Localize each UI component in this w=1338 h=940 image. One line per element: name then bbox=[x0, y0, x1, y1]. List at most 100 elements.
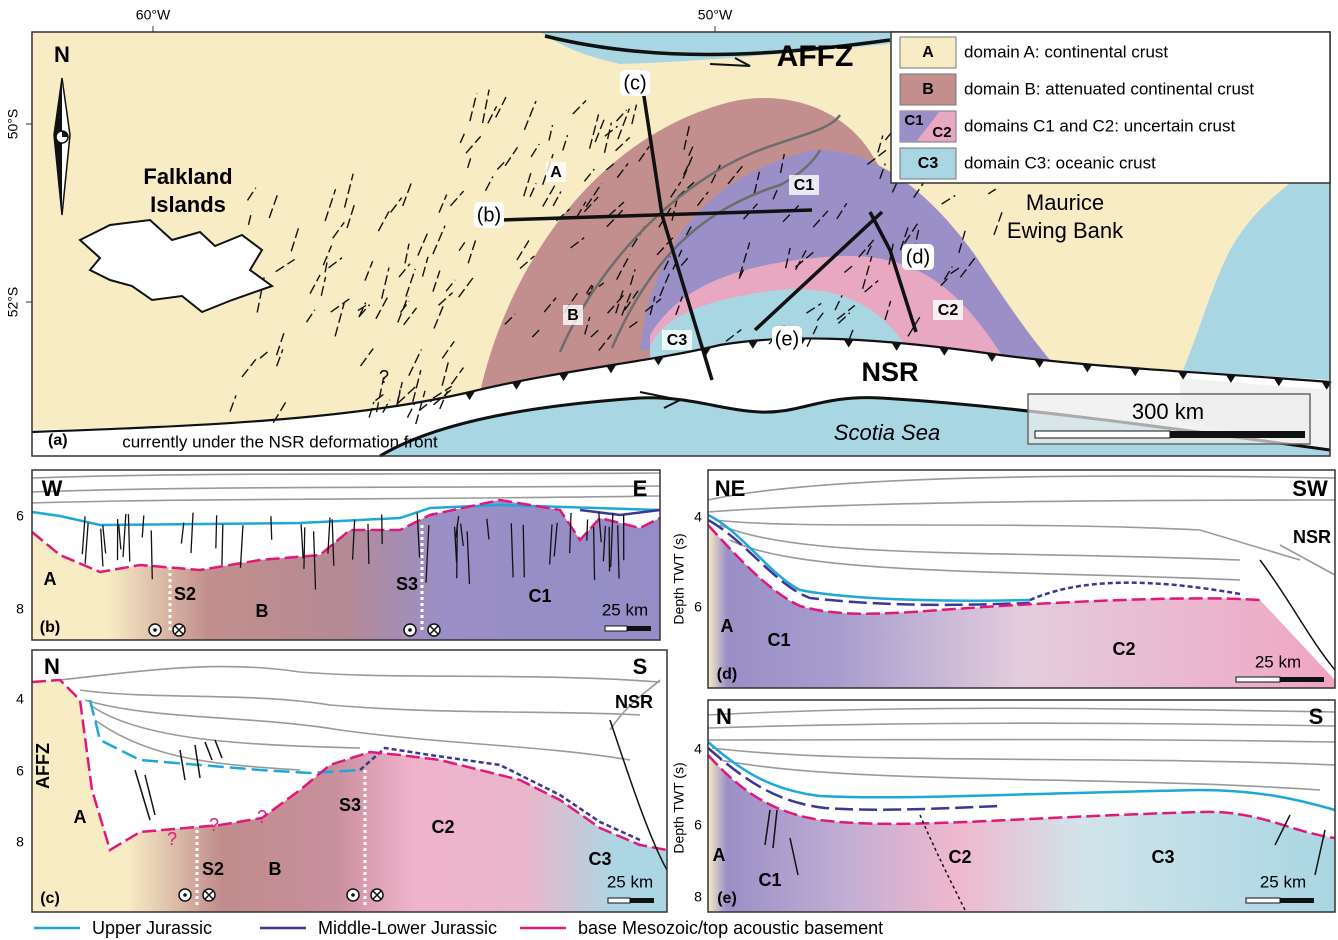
domain-label: A bbox=[721, 616, 734, 636]
depth-tick: 4 bbox=[16, 691, 24, 707]
depth-tick: 8 bbox=[16, 601, 24, 617]
horizon-legend: Upper Jurassic bbox=[92, 918, 212, 938]
panel-label: (a) bbox=[48, 432, 68, 449]
panel-label: (b) bbox=[40, 619, 60, 636]
shape bbox=[1280, 677, 1324, 682]
shape bbox=[608, 898, 630, 903]
site-label: S2 bbox=[174, 584, 196, 604]
scale-label: 25 km bbox=[607, 872, 653, 891]
legend-text: domain A: continental crust bbox=[964, 42, 1168, 61]
depth-tick: 8 bbox=[16, 834, 24, 850]
place-label: Ewing Bank bbox=[1007, 218, 1124, 243]
legend-key: C3 bbox=[918, 155, 939, 172]
domain-label: B bbox=[256, 601, 269, 621]
domain-label: C1 bbox=[767, 630, 790, 650]
fault-label: AFFZ bbox=[33, 743, 53, 789]
group: Upper Jurassic Middle-Lower Jurassic bas… bbox=[34, 918, 883, 938]
domain-label: B bbox=[269, 859, 282, 879]
question-mark: ? bbox=[257, 807, 267, 827]
depth-tick: 4 bbox=[694, 509, 702, 525]
site-label: S2 bbox=[202, 859, 224, 879]
legend-text: domain C3: oceanic crust bbox=[964, 153, 1156, 172]
longitude-label: 50°W bbox=[698, 7, 733, 23]
domain-label: C3 bbox=[1151, 847, 1174, 867]
place-label: Islands bbox=[150, 192, 226, 217]
ridge-label: NSR bbox=[861, 357, 918, 387]
panel-label: (d) bbox=[717, 666, 737, 683]
shape bbox=[1280, 898, 1314, 903]
longitude-label: 60°W bbox=[136, 7, 171, 23]
north-label: N bbox=[54, 42, 70, 67]
shape bbox=[1246, 898, 1280, 903]
legend-key: A bbox=[922, 44, 934, 61]
panel-label: (c) bbox=[40, 890, 60, 907]
site-label: S3 bbox=[339, 795, 361, 815]
group: A B C1 C2 C3 domain A: continental crust… bbox=[891, 32, 1330, 183]
section-end: SW bbox=[1292, 476, 1328, 501]
domain-label: C2 bbox=[948, 847, 971, 867]
profile-label: (c) bbox=[623, 72, 646, 94]
shape bbox=[587, 519, 588, 540]
legend-key: C2 bbox=[932, 124, 951, 141]
depth-tick: 8 bbox=[694, 889, 702, 905]
domain-label: C1 bbox=[758, 870, 781, 890]
group: N S 4 6 8 AFFZ A ? ? ? S2 B S3 C2 C3 NSR… bbox=[16, 650, 667, 912]
legend-key: C1 bbox=[904, 112, 923, 129]
section-end: N bbox=[44, 654, 60, 679]
domain-label: A bbox=[44, 569, 57, 589]
ridge-label: NSR bbox=[1293, 527, 1331, 547]
section-end: NE bbox=[715, 476, 746, 501]
panel-label: (e) bbox=[717, 890, 737, 907]
section-end: E bbox=[633, 476, 648, 501]
depth-tick: 6 bbox=[694, 599, 702, 615]
domain-label: B bbox=[567, 307, 579, 324]
ridge-label: NSR bbox=[615, 692, 653, 712]
domain-label: C2 bbox=[431, 817, 454, 837]
latitude-label: 50°S bbox=[5, 109, 21, 140]
domain-label: C3 bbox=[588, 849, 611, 869]
group: NE SW 4 6 Depth TWT (s) NSR A C1 C2 25 k… bbox=[671, 470, 1335, 688]
horizon-legend: Middle-Lower Jurassic bbox=[318, 918, 497, 938]
shape bbox=[627, 626, 651, 631]
scale-label: 300 km bbox=[1132, 399, 1204, 424]
scale-label: 25 km bbox=[1260, 872, 1306, 891]
shape bbox=[630, 898, 654, 903]
domain-label: C1 bbox=[794, 177, 815, 194]
group: N S 4 6 8 Depth TWT (s) A C1 C2 C3 25 km… bbox=[671, 700, 1335, 912]
profile-label: (b) bbox=[477, 204, 501, 226]
shape bbox=[351, 893, 355, 897]
latitude-label: 52°S bbox=[5, 287, 21, 318]
scale-label: 25 km bbox=[1255, 652, 1301, 671]
place-label: Falkland bbox=[143, 164, 232, 189]
domain-label: C1 bbox=[528, 586, 551, 606]
legend-text: domain B: attenuated continental crust bbox=[964, 79, 1254, 98]
shape bbox=[1035, 431, 1170, 438]
depth-tick: 6 bbox=[694, 817, 702, 833]
shape bbox=[605, 626, 627, 631]
fault-label: AFFZ bbox=[777, 40, 854, 73]
legend-key: B bbox=[922, 81, 934, 98]
shape bbox=[183, 893, 187, 897]
axis-title: Depth TWT (s) bbox=[671, 533, 687, 624]
shape bbox=[222, 524, 223, 565]
shape bbox=[1170, 431, 1305, 438]
page: {"map":{"panel":"(a)","longitudes":["60°… bbox=[0, 0, 1338, 940]
horizon-legend: base Mesozoic/top acoustic basement bbox=[578, 918, 883, 938]
legend-text: domains C1 and C2: uncertain crust bbox=[964, 116, 1235, 135]
domain-label: C3 bbox=[667, 332, 688, 349]
shape bbox=[408, 628, 412, 632]
scale-label: 25 km bbox=[602, 600, 648, 619]
figure: 60°W 50°W 50°S 52°S N Falkland Islands M… bbox=[0, 0, 1338, 940]
shape bbox=[457, 524, 458, 578]
shape bbox=[216, 515, 217, 548]
depth-tick: 6 bbox=[16, 763, 24, 779]
domain-label: A bbox=[713, 845, 726, 865]
domain-label: A bbox=[74, 807, 87, 827]
profile-label: (d) bbox=[906, 246, 930, 268]
place-label: Maurice bbox=[1026, 190, 1104, 215]
question-mark: ? bbox=[209, 815, 219, 835]
shape bbox=[153, 628, 157, 632]
site-label: S3 bbox=[396, 574, 418, 594]
section-end: S bbox=[633, 654, 648, 679]
axis-title: Depth TWT (s) bbox=[671, 762, 687, 853]
